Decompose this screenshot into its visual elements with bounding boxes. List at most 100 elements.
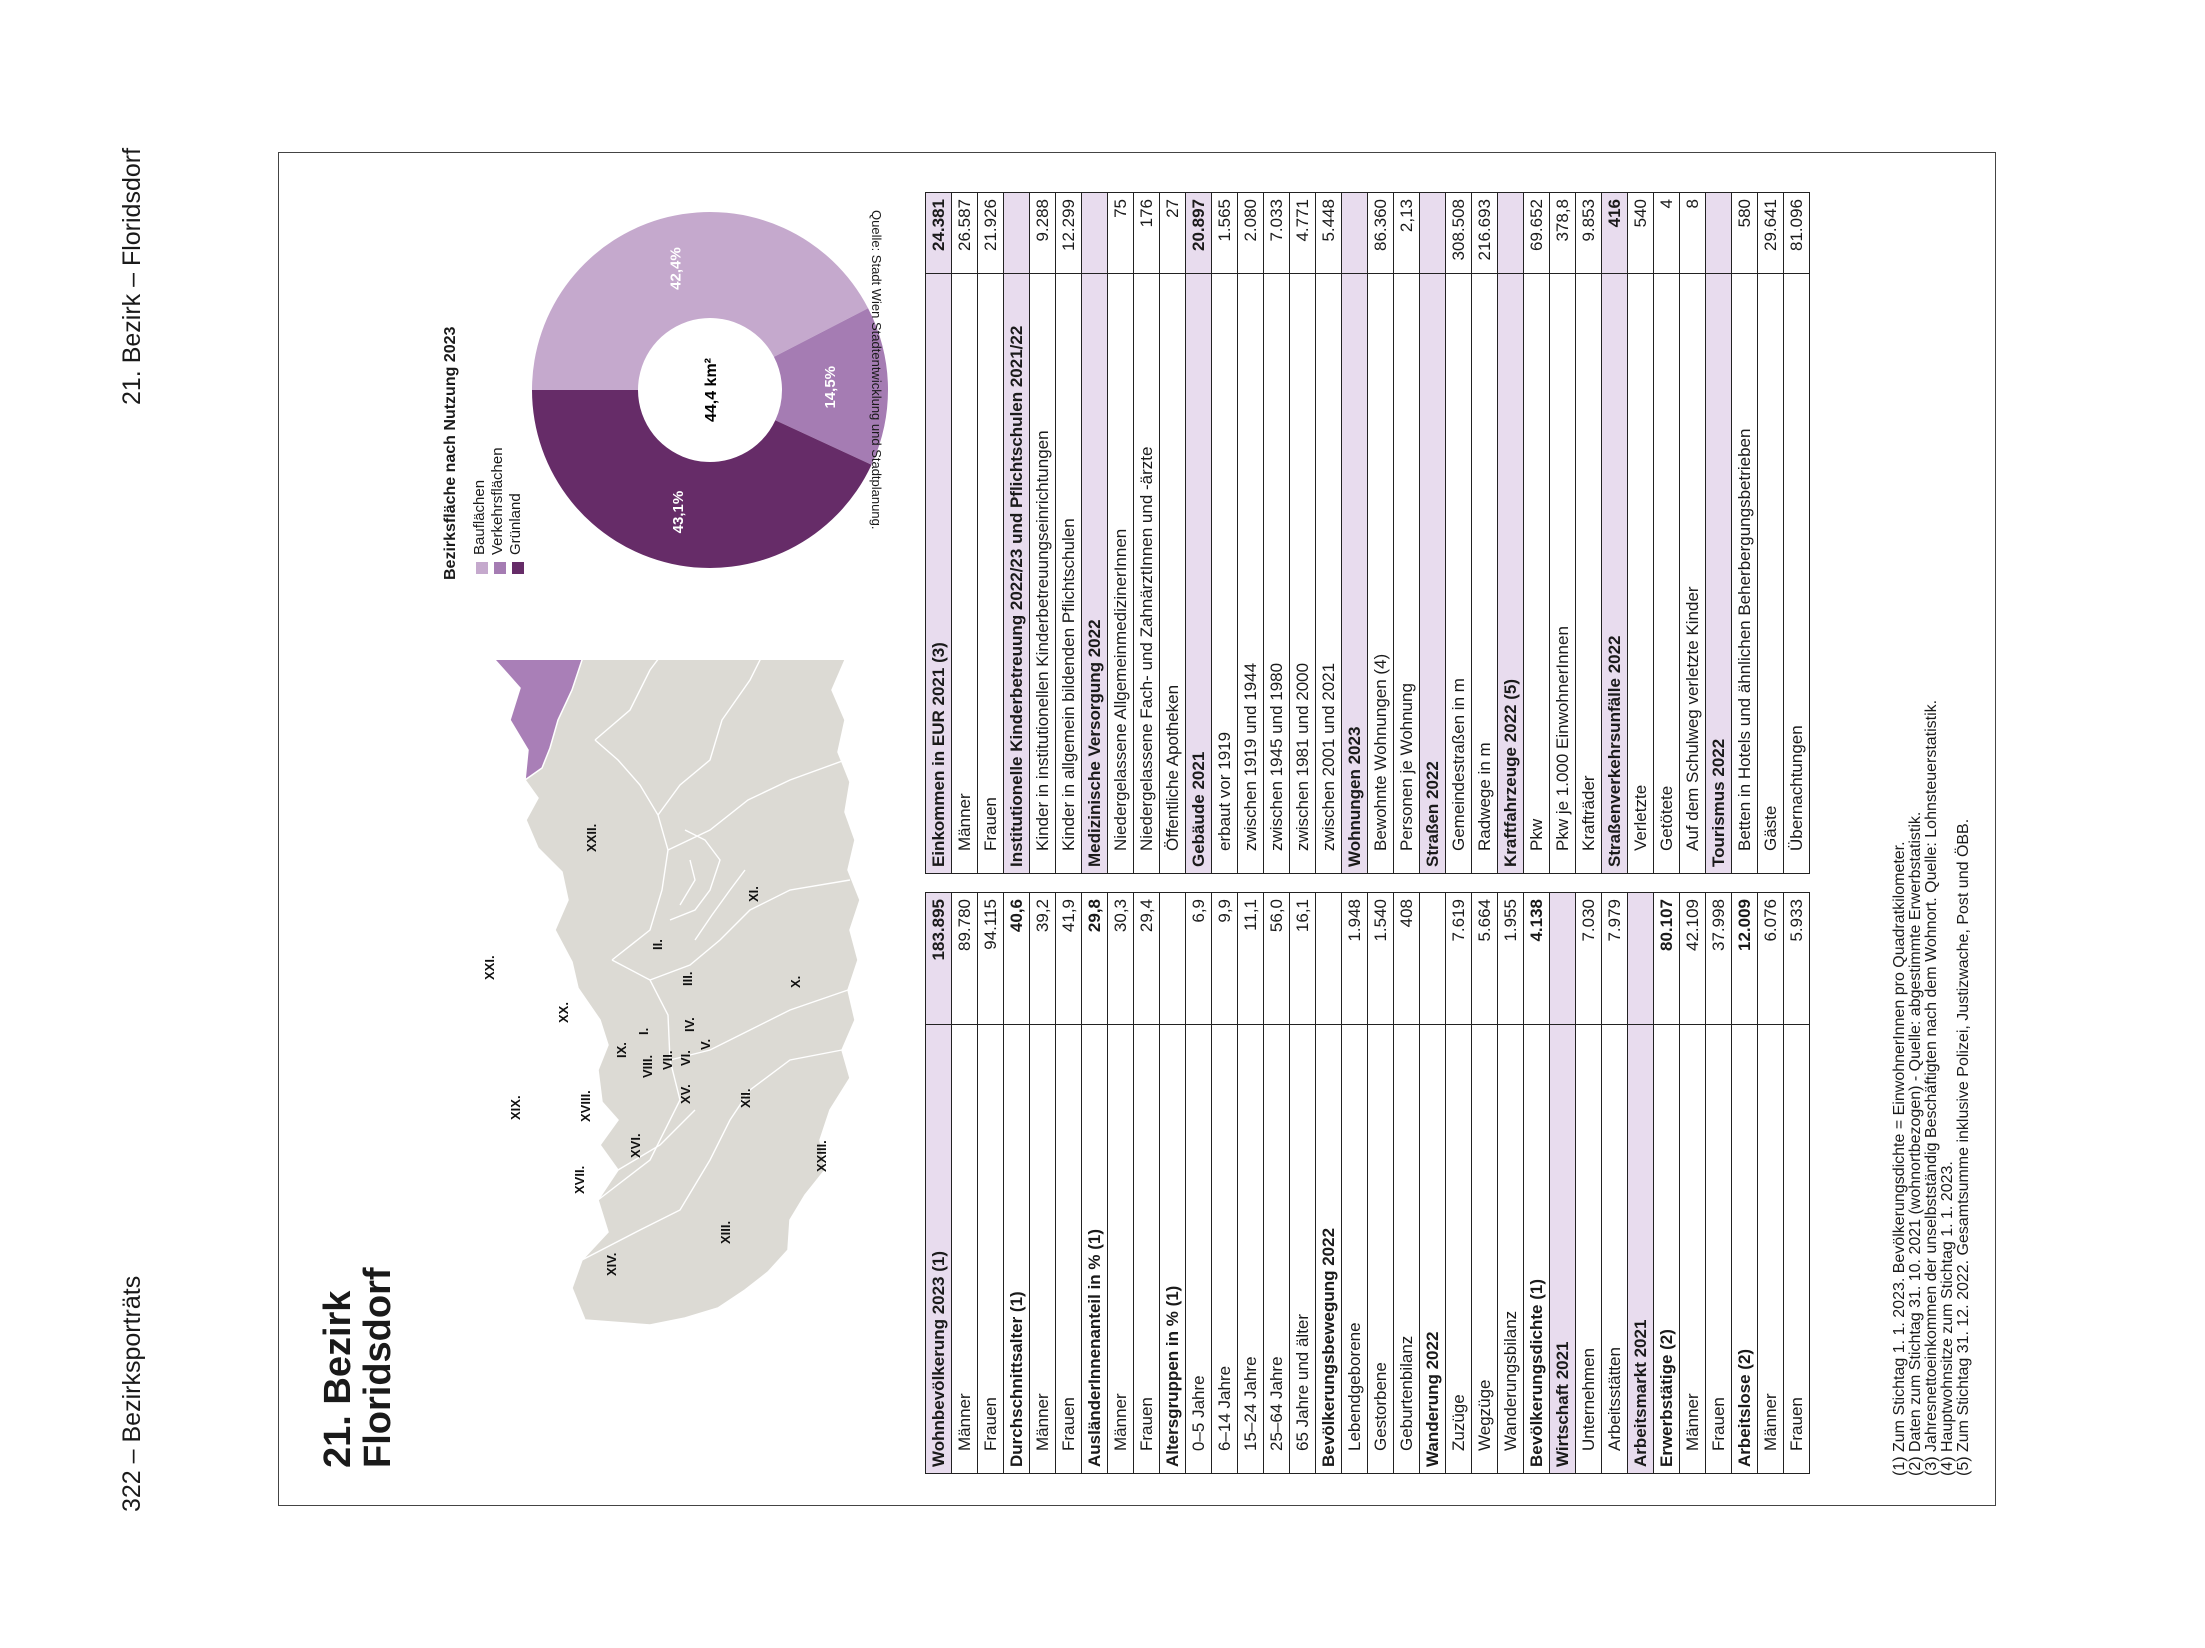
row-value: 69.652 <box>1523 192 1550 274</box>
row-value: 5.664 <box>1471 892 1498 1025</box>
row-label: 15–24 Jahre <box>1237 1025 1264 1474</box>
table-row: Frauen 94.115 <box>977 892 1004 1474</box>
map-label-xxiii: XXIII. <box>814 1140 829 1172</box>
table-row: zwischen 1945 und 1980 7.033 <box>1263 192 1290 874</box>
row-label: Frauen <box>1783 1025 1810 1474</box>
map-label-ix: IX. <box>614 1042 629 1058</box>
table-row: Verletzte 540 <box>1627 192 1654 874</box>
row-label: Radwege in m <box>1471 273 1498 874</box>
footnote-3: (3) Jahresnettoeinkommen der unselbststä… <box>1923 699 1940 1476</box>
row-value <box>1315 892 1342 1025</box>
row-label: Arbeitsmarkt 2021 <box>1627 1025 1654 1474</box>
table-row: Wohnbevölkerung 2023 (1) 183.895 <box>925 892 952 1474</box>
row-label: Bevölkerungsbewegung 2022 <box>1315 1025 1342 1474</box>
row-label: Unternehmen <box>1575 1025 1602 1474</box>
table-row: Kinder in allgemein bildenden Pflichtsch… <box>1055 192 1082 874</box>
row-value: 30,3 <box>1107 892 1134 1025</box>
table-row: Personen je Wohnung 2,13 <box>1393 192 1420 874</box>
table-row: Altersgruppen in % (1) <box>1159 892 1186 1474</box>
map-label-viii: VIII. <box>640 1055 655 1078</box>
row-value <box>1081 192 1108 274</box>
table-row: Wirtschaft 2021 <box>1549 892 1576 1474</box>
row-label: Frauen <box>977 1025 1004 1474</box>
table-row: Betten in Hotels und ähnlichen Beherberg… <box>1731 192 1758 874</box>
row-label: Kinder in institutionellen Kinderbetreuu… <box>1029 273 1056 874</box>
row-value: 12.299 <box>1055 192 1082 274</box>
row-value: 2,13 <box>1393 192 1420 274</box>
row-value: 308.508 <box>1445 192 1472 274</box>
row-label: Wohnungen 2023 <box>1341 273 1368 874</box>
row-label: Zuzüge <box>1445 1025 1472 1474</box>
row-label: Krafträder <box>1575 273 1602 874</box>
donut-slice-label: 43,1% <box>670 491 687 534</box>
row-value: 7.033 <box>1263 192 1290 274</box>
table-row: Arbeitslose (2) 12.009 <box>1731 892 1758 1474</box>
row-value: 176 <box>1133 192 1160 274</box>
row-value: 1.948 <box>1341 892 1368 1025</box>
row-value: 94.115 <box>977 892 1004 1025</box>
row-value: 1.540 <box>1367 892 1394 1025</box>
row-value: 4 <box>1653 192 1680 274</box>
row-value: 378,8 <box>1549 192 1576 274</box>
row-label: Übernachtungen <box>1783 273 1810 874</box>
row-value: 40,6 <box>1003 892 1030 1025</box>
row-value <box>1627 892 1654 1025</box>
row-value <box>1341 192 1368 274</box>
row-label: Geburtenbilanz <box>1393 1025 1420 1474</box>
table-row: Erwerbstätige (2) 80.107 <box>1653 892 1680 1474</box>
row-label: Lebendgeborene <box>1341 1025 1368 1474</box>
table-row: 15–24 Jahre 11,1 <box>1237 892 1264 1474</box>
table-row: Krafträder 9.853 <box>1575 192 1602 874</box>
content-frame <box>278 152 1996 1506</box>
row-label: Gebäude 2021 <box>1185 273 1212 874</box>
footnote-1: (1) Zum Stichtag 1. 1. 2023. Bevölkerung… <box>1891 841 1908 1476</box>
row-value: 5.933 <box>1783 892 1810 1025</box>
map-label-xiii: XIII. <box>718 1221 733 1244</box>
table-row: Bewohnte Wohnungen (4) 86.360 <box>1367 192 1394 874</box>
table-row: Frauen 41,9 <box>1055 892 1082 1474</box>
row-value: 7.619 <box>1445 892 1472 1025</box>
map-label-iii: III. <box>680 972 695 986</box>
map-label-iv: IV. <box>682 1017 697 1032</box>
row-label: zwischen 1945 und 1980 <box>1263 273 1290 874</box>
row-label: Kraftfahrzeuge 2022 (5) <box>1497 273 1524 874</box>
row-value: 42.109 <box>1679 892 1706 1025</box>
row-label: AusländerInnenanteil in % (1) <box>1081 1025 1108 1474</box>
row-value: 7.030 <box>1575 892 1602 1025</box>
row-value: 21.926 <box>977 192 1004 274</box>
table-row: Männer 39,2 <box>1029 892 1056 1474</box>
row-value: 56,0 <box>1263 892 1290 1025</box>
page-header-left: 322 – Bezirksporträts <box>118 1275 146 1512</box>
row-label: Arbeitslose (2) <box>1731 1025 1758 1474</box>
map-label-xi: XI. <box>746 886 761 902</box>
row-value: 416 <box>1601 192 1628 274</box>
row-label: Frauen <box>1055 1025 1082 1474</box>
map-label-xxii: XXII. <box>584 824 599 852</box>
row-value: 408 <box>1393 892 1420 1025</box>
table-row: Straßenverkehrsunfälle 2022 416 <box>1601 192 1628 874</box>
stats-table-population: Wohnbevölkerung 2023 (1) 183.895 Männer 89.… <box>925 892 1810 1474</box>
table-row: zwischen 1919 und 1944 2.080 <box>1237 192 1264 874</box>
row-value: 8 <box>1679 192 1706 274</box>
row-value: 7.979 <box>1601 892 1628 1025</box>
donut-source: Quelle: Stadt Wien Stadtentwicklung und … <box>869 210 884 530</box>
map-label-xx: XX. <box>556 1002 571 1023</box>
row-value: 29.641 <box>1757 192 1784 274</box>
row-value: 41,9 <box>1055 892 1082 1025</box>
row-value: 75 <box>1107 192 1134 274</box>
map-label-xxi: XXI. <box>482 955 497 980</box>
row-value: 39,2 <box>1029 892 1056 1025</box>
row-label: Frauen <box>1133 1025 1160 1474</box>
row-value: 4.771 <box>1289 192 1316 274</box>
row-label: Altersgruppen in % (1) <box>1159 1025 1186 1474</box>
donut-slice-gruenland <box>532 390 872 568</box>
table-row: Kinder in institutionellen Kinderbetreuu… <box>1029 192 1056 874</box>
table-row: Bevölkerungsbewegung 2022 <box>1315 892 1342 1474</box>
table-row: Männer 6.076 <box>1757 892 1784 1474</box>
row-label: Arbeitsstätten <box>1601 1025 1628 1474</box>
row-label: Gäste <box>1757 273 1784 874</box>
legend-swatch-verkehrsflaechen <box>494 562 506 574</box>
row-label: Pkw <box>1523 273 1550 874</box>
row-value: 37.998 <box>1705 892 1732 1025</box>
